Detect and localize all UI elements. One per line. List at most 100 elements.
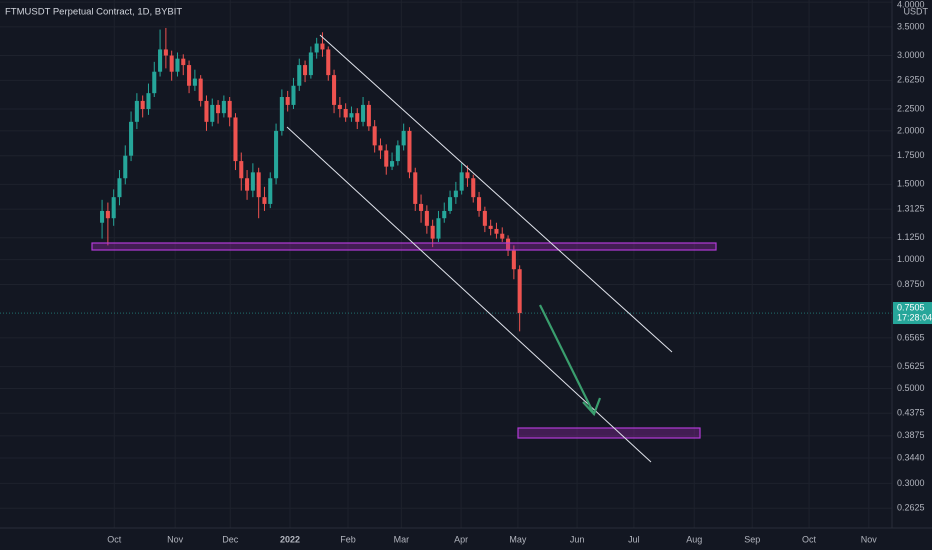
x-tick-label: Dec	[222, 534, 239, 544]
axes: 4.0000 3.5000 3.0000 2.6250 2.2500 2.0000 1.75…	[107, 0, 932, 544]
y-tick-label: 0.8750	[897, 279, 925, 289]
candle-body	[274, 130, 279, 179]
candle-body	[384, 150, 389, 167]
candle-body	[453, 190, 458, 198]
chart-title: FTMUSDT Perpetual Contract, 1D, BYBIT	[5, 7, 182, 18]
candle-body	[488, 225, 493, 229]
candle-body	[256, 172, 261, 198]
y-tick-label: 1.0000	[897, 254, 925, 264]
y-tick-label: 3.5000	[897, 21, 925, 31]
candle-body	[123, 155, 128, 179]
candle-body	[349, 113, 354, 118]
candles	[0, 27, 892, 332]
candle-body	[506, 238, 511, 251]
candle-body	[337, 104, 342, 109]
candle-body	[361, 104, 366, 122]
candle-body	[407, 130, 412, 173]
candle-body	[372, 126, 377, 146]
last-price-box	[893, 302, 932, 325]
x-tick-label: Jun	[570, 534, 585, 544]
x-tick-label: Apr	[454, 534, 468, 544]
y-tick-label: 0.4375	[897, 408, 925, 418]
candle-body	[158, 49, 163, 72]
y-tick-label: 1.3125	[897, 204, 925, 214]
x-tick-label: May	[509, 534, 527, 544]
y-tick-label: 1.7500	[897, 150, 925, 160]
x-tick-label: Nov	[167, 534, 184, 544]
drawings	[91, 34, 717, 463]
candle-body	[459, 172, 464, 191]
candle-body	[401, 130, 406, 146]
candle-body	[221, 100, 226, 114]
candle-body	[314, 43, 319, 53]
y-tick-label: 0.2625	[897, 503, 925, 513]
candle-body	[163, 49, 168, 56]
candle-body	[395, 145, 400, 162]
candle-body	[326, 49, 331, 76]
candle-body	[343, 108, 348, 118]
y-unit: USDT	[904, 6, 929, 16]
y-tick-label: 4.0000	[897, 0, 925, 9]
candle-body	[500, 233, 505, 239]
y-tick-label: 2.6250	[897, 75, 925, 85]
candle-body	[233, 117, 238, 162]
candle-body	[378, 145, 383, 151]
y-tick-label: 1.1250	[897, 232, 925, 242]
candle-body	[465, 172, 470, 179]
candle-body	[424, 210, 429, 226]
candle-body	[216, 104, 221, 114]
x-tick-label: Oct	[107, 534, 122, 544]
candle-body	[279, 97, 284, 131]
target-zone	[517, 427, 701, 439]
candle-body	[227, 100, 232, 118]
candle-body	[239, 161, 244, 179]
candle-body	[448, 197, 453, 211]
candle-body	[134, 100, 139, 122]
candle-body	[152, 71, 157, 94]
candle-body	[192, 78, 197, 86]
candle-body	[268, 178, 273, 204]
candle-body	[366, 104, 371, 127]
candle-body	[413, 172, 418, 204]
candle-body	[105, 210, 110, 219]
y-tick-label: 0.5000	[897, 383, 925, 393]
y-tick-label: 0.3440	[897, 452, 925, 462]
candle-body	[511, 250, 516, 270]
x-tick-label: Nov	[861, 534, 878, 544]
candle-body	[262, 197, 267, 204]
y-tick-label: 2.2500	[897, 103, 925, 113]
x-tick-label: 2022	[280, 534, 300, 544]
candle-body	[245, 178, 250, 191]
candle-body	[175, 58, 180, 72]
candle-body	[100, 210, 105, 223]
candle-body	[517, 269, 522, 314]
x-tick-label: Aug	[686, 534, 702, 544]
candle-body	[117, 178, 122, 198]
candle-body	[436, 218, 441, 239]
candle-body	[291, 85, 296, 105]
candle-body	[390, 161, 395, 167]
arrow-shaft	[539, 304, 595, 415]
last-price-label: 0.7505	[897, 302, 925, 312]
grid	[0, 0, 892, 528]
candle-body	[210, 104, 215, 122]
x-tick-label: Oct	[802, 534, 817, 544]
countdown-label: 17:28:04	[897, 312, 932, 322]
y-tick-label: 2.0000	[897, 125, 925, 135]
x-tick-label: Sep	[744, 534, 760, 544]
candle-body	[482, 210, 487, 226]
y-tick-label: 0.6565	[897, 332, 925, 342]
candle-body	[146, 93, 151, 109]
x-tick-label: Mar	[394, 534, 410, 544]
candle-body	[430, 225, 435, 239]
y-tick-label: 0.3875	[897, 430, 925, 440]
candle-body	[332, 75, 337, 105]
channel-upper	[319, 34, 673, 353]
candle-body	[198, 78, 203, 101]
support-zone	[91, 242, 717, 251]
candle-body	[303, 65, 308, 76]
candle-body	[442, 210, 447, 219]
